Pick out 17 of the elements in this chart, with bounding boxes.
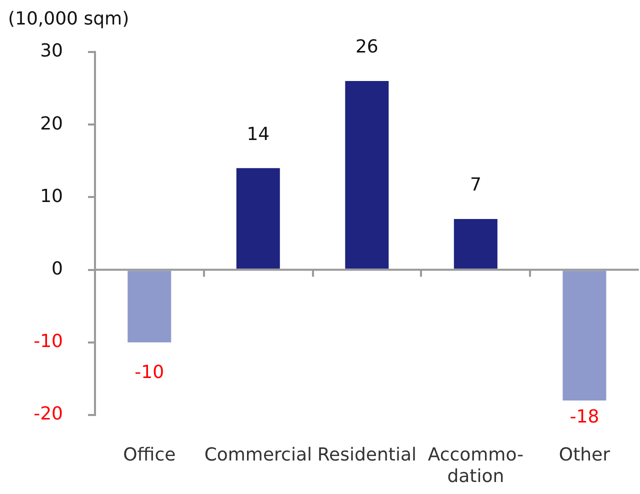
y-tick-label: 20 (40, 113, 63, 134)
y-tick-label: -20 (34, 404, 63, 425)
x-tick-label: Accommo- dation (428, 444, 524, 488)
data-label: 14 (246, 124, 270, 145)
x-tick-label: Residential (317, 444, 416, 466)
data-label: 26 (355, 36, 378, 58)
x-tick-label: Other (558, 444, 611, 466)
data-label: -18 (570, 406, 600, 428)
y-tick-label: 10 (40, 186, 63, 207)
data-label: -10 (134, 362, 164, 384)
y-tick-label: 30 (40, 40, 63, 62)
data-label: 7 (470, 174, 482, 196)
x-tick-label: Commercial (204, 444, 312, 466)
x-tick-label: Office (123, 444, 176, 466)
y-tick-label: -10 (34, 331, 63, 352)
y-axis-title: (10,000 sqm) (8, 8, 130, 30)
y-tick-label: 0 (52, 258, 63, 280)
